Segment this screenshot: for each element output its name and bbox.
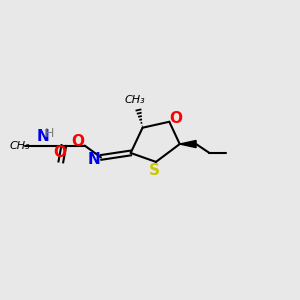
Text: S: S bbox=[149, 163, 160, 178]
Text: CH₃: CH₃ bbox=[10, 140, 30, 151]
Polygon shape bbox=[180, 140, 196, 148]
Text: N: N bbox=[37, 129, 50, 144]
Text: N: N bbox=[88, 152, 101, 167]
Text: CH₃: CH₃ bbox=[125, 95, 146, 105]
Text: O: O bbox=[53, 146, 66, 160]
Text: O: O bbox=[72, 134, 85, 149]
Text: H: H bbox=[45, 127, 54, 140]
Text: O: O bbox=[169, 111, 182, 126]
